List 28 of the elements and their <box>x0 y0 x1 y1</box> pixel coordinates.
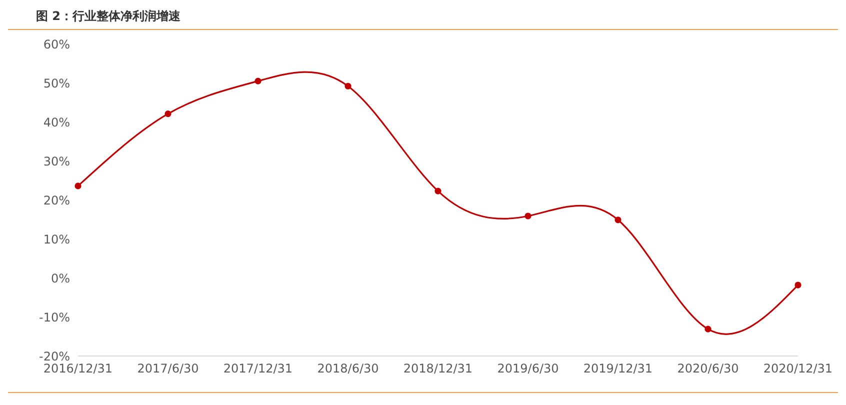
x-tick-label: 2018/12/31 <box>403 362 473 376</box>
point <box>794 282 802 288</box>
y-tick-label: 20% <box>43 193 70 208</box>
point <box>614 216 622 224</box>
y-tick-label: 30% <box>43 154 70 168</box>
point <box>524 212 532 220</box>
x-tick-label: 2017/6/30 <box>137 362 199 376</box>
point <box>74 182 82 190</box>
y-tick-label: 0% <box>50 271 70 286</box>
y-tick-label: -10% <box>38 310 70 324</box>
x-tick-label: 2017/12/31 <box>223 362 293 376</box>
y-tick-label: 40% <box>43 115 70 130</box>
x-tick-label: 2020/12/31 <box>763 362 833 376</box>
point <box>704 326 712 332</box>
x-tick-label: 2019/6/30 <box>497 362 559 376</box>
x-tick-label: 2020/6/30 <box>677 362 739 376</box>
y-tick-label: -20% <box>38 349 70 364</box>
x-tick-label: 2019/12/31 <box>583 362 653 376</box>
x-tick-label: 2018/6/30 <box>317 362 379 376</box>
chart-title: 图 2：行业整体净利润增速 <box>8 8 838 30</box>
x-tick-label: 2016/12/31 <box>43 362 113 376</box>
point <box>344 82 352 90</box>
point <box>164 110 172 118</box>
point <box>434 188 442 194</box>
point <box>254 78 262 84</box>
y-tick-label: 50% <box>43 76 70 90</box>
y-tick-label: 60% <box>43 37 70 52</box>
y-tick-label: 10% <box>43 232 70 246</box>
